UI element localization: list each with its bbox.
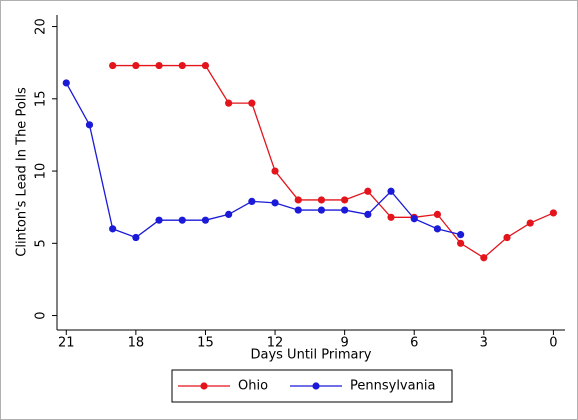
y-tick-label: 10	[34, 163, 49, 180]
point	[410, 215, 418, 223]
point	[294, 196, 302, 204]
series-line	[65, 82, 461, 239]
point	[62, 79, 70, 87]
x-tick-label: 18	[128, 336, 145, 351]
point	[132, 61, 140, 70]
point	[225, 99, 233, 107]
legend-marker	[312, 382, 320, 390]
point	[317, 206, 326, 214]
point	[271, 199, 279, 207]
point	[387, 187, 395, 195]
point	[364, 187, 372, 195]
point	[433, 225, 442, 233]
point	[178, 61, 186, 70]
point	[248, 197, 256, 205]
point	[109, 61, 117, 70]
point	[341, 206, 349, 214]
legend-label: Ohio	[238, 379, 268, 394]
point	[201, 61, 210, 70]
point	[433, 210, 442, 219]
x-tick-label: 9	[340, 336, 348, 351]
point	[503, 233, 511, 242]
point	[225, 210, 233, 219]
point	[294, 206, 302, 214]
y-tick-label: 5	[34, 239, 49, 247]
point	[132, 233, 140, 242]
x-tick-label: 3	[480, 336, 488, 351]
y-tick-label: 20	[34, 18, 49, 35]
point	[317, 196, 326, 204]
point	[457, 231, 465, 239]
x-tick-label: 21	[58, 336, 75, 351]
point	[457, 239, 465, 247]
y-tick-label: 15	[34, 91, 49, 108]
legend-label: Pennsylvania	[350, 379, 435, 394]
legend-marker	[200, 382, 208, 390]
x-tick-label: 6	[410, 336, 418, 351]
point	[155, 61, 163, 70]
point	[155, 216, 163, 224]
x-tick-label: 0	[549, 336, 557, 351]
y-tick-label: 0	[34, 311, 49, 319]
x-tick-label: 15	[197, 336, 214, 351]
point	[178, 216, 186, 224]
y-axis-label: Clinton's Lead In The Polls	[15, 87, 30, 257]
point	[201, 216, 210, 224]
point	[526, 219, 534, 227]
x-axis-label: Days Until Primary	[250, 348, 371, 363]
point	[364, 210, 372, 219]
point	[248, 99, 256, 107]
point	[85, 121, 94, 129]
point	[109, 225, 117, 233]
point	[271, 167, 279, 175]
series-line	[112, 64, 554, 259]
point	[480, 254, 488, 262]
x-tick-label: 12	[267, 336, 284, 351]
point	[549, 209, 558, 217]
point	[341, 196, 349, 204]
point	[387, 213, 395, 221]
